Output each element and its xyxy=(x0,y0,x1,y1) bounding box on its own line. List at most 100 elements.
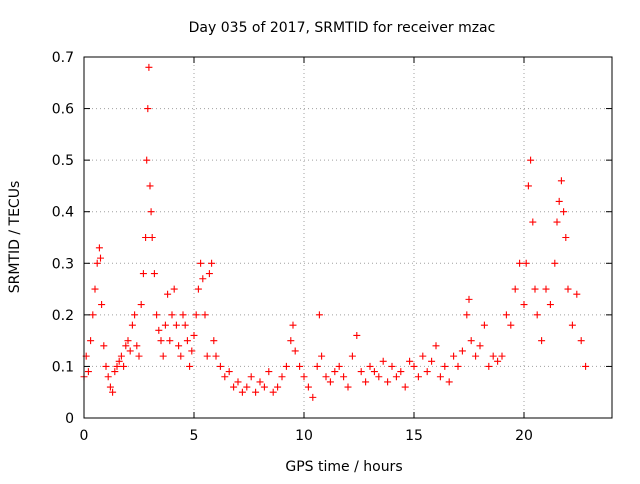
data-point xyxy=(516,259,524,267)
data-point xyxy=(465,295,473,303)
data-point xyxy=(172,321,180,329)
data-point xyxy=(87,337,95,345)
data-point xyxy=(467,337,475,345)
data-point xyxy=(95,244,103,252)
data-point xyxy=(366,362,374,370)
data-point xyxy=(139,270,147,278)
grid-layer xyxy=(84,57,612,418)
data-point xyxy=(428,357,436,365)
data-point xyxy=(458,347,466,355)
data-point xyxy=(397,368,405,376)
data-point xyxy=(375,373,383,381)
data-point xyxy=(282,362,290,370)
data-point xyxy=(104,373,112,381)
data-point xyxy=(562,234,570,241)
data-point xyxy=(582,362,590,370)
data-point xyxy=(203,352,211,360)
data-point xyxy=(344,383,352,391)
data-point xyxy=(498,352,506,360)
y-tick-label: 0.6 xyxy=(52,102,74,118)
data-point xyxy=(188,347,196,355)
data-point xyxy=(124,337,132,345)
data-point xyxy=(388,362,396,370)
data-point xyxy=(274,383,282,391)
data-point xyxy=(109,388,117,396)
data-point xyxy=(256,378,264,386)
data-point xyxy=(553,218,561,226)
data-point xyxy=(410,362,418,370)
data-point xyxy=(175,342,183,350)
data-point xyxy=(117,352,125,360)
y-tick-label: 0.7 xyxy=(52,50,74,66)
y-tick-label: 0.5 xyxy=(52,153,74,169)
data-point xyxy=(161,321,169,329)
data-point xyxy=(450,352,458,360)
data-point xyxy=(331,368,339,376)
data-point xyxy=(357,368,365,376)
data-point xyxy=(304,383,312,391)
plot-frame xyxy=(83,56,613,419)
data-point xyxy=(153,311,161,319)
x-tick-label: 10 xyxy=(295,428,313,444)
data-point xyxy=(166,337,174,345)
data-point xyxy=(216,362,224,370)
data-point xyxy=(145,63,153,71)
data-points-layer xyxy=(80,63,590,401)
data-point xyxy=(221,373,229,381)
data-point xyxy=(133,342,141,350)
data-point xyxy=(115,357,123,365)
data-point xyxy=(269,388,277,396)
data-point xyxy=(557,177,565,185)
data-point xyxy=(208,259,216,267)
data-point xyxy=(485,362,493,370)
data-point xyxy=(168,311,176,319)
data-point xyxy=(564,285,572,293)
data-point xyxy=(93,259,101,267)
data-point xyxy=(384,378,392,386)
data-point xyxy=(423,368,431,376)
data-point xyxy=(212,352,220,360)
data-point xyxy=(551,259,559,267)
data-point xyxy=(419,352,427,360)
data-point xyxy=(126,347,134,355)
data-point xyxy=(98,301,106,309)
data-point xyxy=(502,311,510,319)
x-tick-label: 0 xyxy=(80,428,89,444)
data-point xyxy=(278,373,286,381)
data-point xyxy=(300,373,308,381)
data-point xyxy=(131,311,139,319)
data-point xyxy=(164,290,172,298)
data-point xyxy=(348,352,356,360)
data-point xyxy=(529,218,537,226)
data-point xyxy=(177,352,185,360)
data-point xyxy=(520,301,528,309)
y-tick-label: 0.4 xyxy=(52,205,74,221)
data-point xyxy=(265,368,273,376)
data-point xyxy=(111,368,119,376)
data-point xyxy=(454,362,462,370)
data-point xyxy=(287,337,295,345)
data-point xyxy=(494,357,502,365)
data-point xyxy=(135,352,143,360)
data-point xyxy=(120,362,128,370)
data-point xyxy=(194,285,202,293)
data-point xyxy=(489,352,497,360)
data-point xyxy=(322,373,330,381)
data-point xyxy=(480,321,488,329)
data-point xyxy=(159,352,167,360)
data-point xyxy=(89,311,97,319)
data-point xyxy=(84,368,92,376)
data-point xyxy=(463,311,471,319)
data-point xyxy=(197,259,205,267)
data-point xyxy=(190,331,198,339)
data-point xyxy=(362,378,370,386)
data-point xyxy=(247,373,255,381)
data-point xyxy=(192,311,200,319)
data-point xyxy=(289,321,297,329)
data-point xyxy=(406,357,414,365)
data-point xyxy=(318,352,326,360)
data-point xyxy=(230,383,238,391)
data-point xyxy=(143,156,151,164)
data-point xyxy=(225,368,233,376)
